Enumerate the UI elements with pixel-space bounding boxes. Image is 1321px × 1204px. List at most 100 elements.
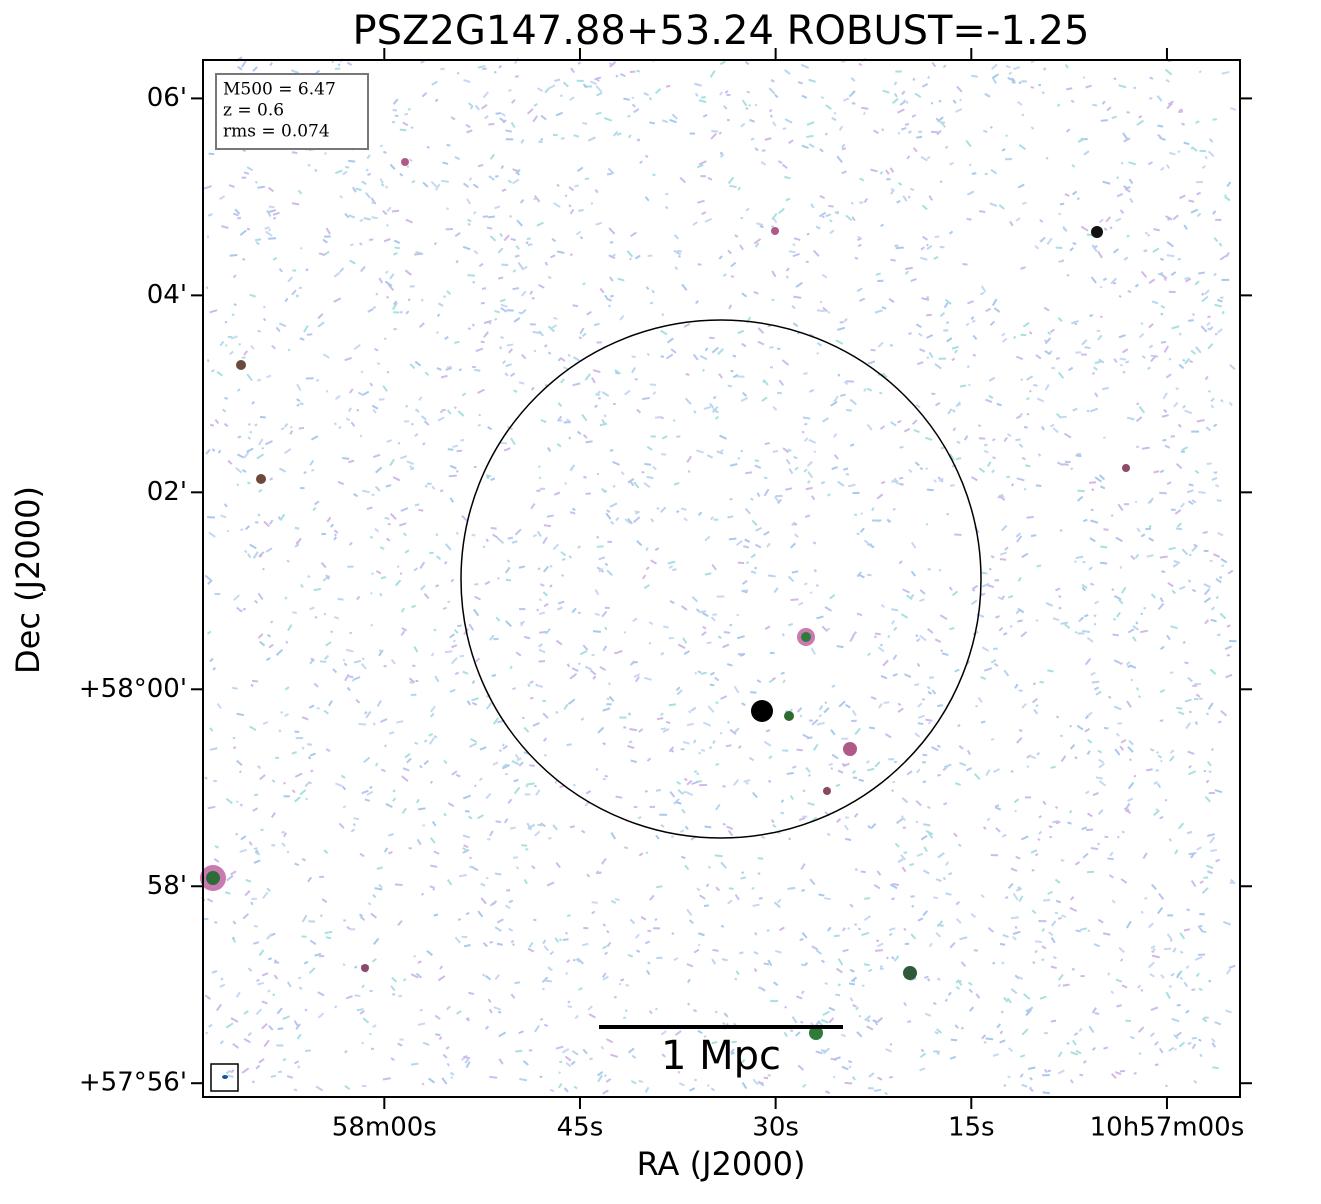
noise-speck xyxy=(1026,375,1034,381)
noise-speck xyxy=(405,218,413,224)
noise-speck xyxy=(1015,355,1024,361)
noise-speck xyxy=(774,94,779,99)
noise-speck xyxy=(800,1020,804,1024)
noise-speck xyxy=(798,816,806,822)
noise-speck xyxy=(804,514,811,518)
noise-speck xyxy=(473,211,477,215)
noise-speck xyxy=(926,805,931,810)
noise-speck xyxy=(644,1086,650,1094)
noise-speck xyxy=(407,298,411,302)
noise-speck xyxy=(350,421,356,427)
noise-speck xyxy=(344,1084,351,1091)
noise-speck xyxy=(873,129,880,135)
noise-speck xyxy=(912,77,916,82)
noise-speck xyxy=(631,366,636,374)
noise-speck xyxy=(899,445,904,449)
noise-speck xyxy=(346,61,353,66)
noise-speck xyxy=(397,1042,403,1047)
noise-speck xyxy=(572,304,579,308)
noise-speck xyxy=(837,480,845,487)
noise-speck xyxy=(1120,161,1124,165)
noise-speck xyxy=(1001,595,1005,600)
noise-speck xyxy=(624,389,631,396)
noise-speck xyxy=(635,933,640,939)
noise-speck xyxy=(985,307,992,313)
noise-speck xyxy=(991,73,1000,79)
noise-speck xyxy=(865,760,870,764)
noise-speck xyxy=(1003,436,1008,443)
noise-speck xyxy=(549,584,553,588)
noise-speck xyxy=(1190,208,1199,214)
noise-speck xyxy=(204,574,212,582)
noise-speck xyxy=(785,275,789,279)
noise-speck xyxy=(761,396,768,402)
noise-speck xyxy=(1008,71,1013,76)
noise-speck xyxy=(1209,836,1216,844)
noise-speck xyxy=(856,612,863,617)
noise-speck xyxy=(239,848,247,853)
noise-speck xyxy=(581,829,586,834)
noise-speck xyxy=(463,1055,471,1060)
noise-speck xyxy=(1133,86,1137,89)
noise-speck xyxy=(1127,797,1134,802)
noise-speck xyxy=(685,372,690,376)
noise-speck xyxy=(1202,531,1208,534)
noise-speck xyxy=(1015,532,1022,538)
noise-speck xyxy=(1077,138,1085,143)
noise-speck xyxy=(966,749,971,755)
noise-speck xyxy=(1034,245,1040,250)
noise-speck xyxy=(561,574,565,577)
noise-speck xyxy=(1092,791,1099,797)
noise-speck xyxy=(753,290,759,295)
noise-speck xyxy=(272,216,277,220)
noise-speck xyxy=(207,630,212,635)
noise-speck xyxy=(1060,621,1069,625)
noise-speck xyxy=(633,661,638,664)
noise-speck xyxy=(482,545,486,548)
noise-speck xyxy=(539,611,546,616)
noise-speck xyxy=(271,344,276,350)
noise-speck xyxy=(487,426,493,431)
noise-speck xyxy=(282,1015,291,1021)
noise-speck xyxy=(524,784,529,788)
noise-speck xyxy=(836,155,843,163)
noise-speck xyxy=(1020,631,1028,638)
noise-speck xyxy=(809,878,816,886)
noise-speck xyxy=(680,748,685,751)
noise-speck xyxy=(697,670,702,674)
noise-speck xyxy=(989,125,993,129)
noise-speck xyxy=(715,701,719,704)
noise-speck xyxy=(245,878,252,883)
noise-speck xyxy=(209,657,214,663)
noise-speck xyxy=(1002,495,1005,499)
noise-speck xyxy=(863,387,867,392)
noise-speck xyxy=(1141,446,1150,450)
noise-speck xyxy=(785,458,791,465)
noise-speck xyxy=(1159,759,1163,763)
noise-speck xyxy=(538,643,543,648)
noise-speck xyxy=(1208,138,1214,143)
noise-speck xyxy=(999,551,1007,556)
noise-speck xyxy=(1017,576,1022,582)
noise-speck xyxy=(872,1019,878,1024)
noise-speck xyxy=(970,316,975,320)
noise-speck xyxy=(225,1022,234,1029)
noise-speck xyxy=(700,175,706,178)
noise-speck xyxy=(539,630,547,634)
noise-speck xyxy=(699,354,708,361)
noise-speck xyxy=(243,1010,249,1015)
noise-speck xyxy=(757,340,765,346)
noise-speck xyxy=(665,84,671,88)
noise-speck xyxy=(807,471,814,479)
noise-speck xyxy=(391,209,400,213)
noise-speck xyxy=(888,927,896,931)
noise-speck xyxy=(294,772,303,778)
noise-speck xyxy=(728,304,733,310)
noise-speck xyxy=(338,822,345,829)
noise-speck xyxy=(246,166,254,172)
noise-speck xyxy=(1039,995,1047,1000)
noise-speck xyxy=(399,172,404,177)
noise-speck xyxy=(984,172,988,176)
noise-speck xyxy=(989,320,996,326)
noise-speck xyxy=(1217,720,1222,724)
